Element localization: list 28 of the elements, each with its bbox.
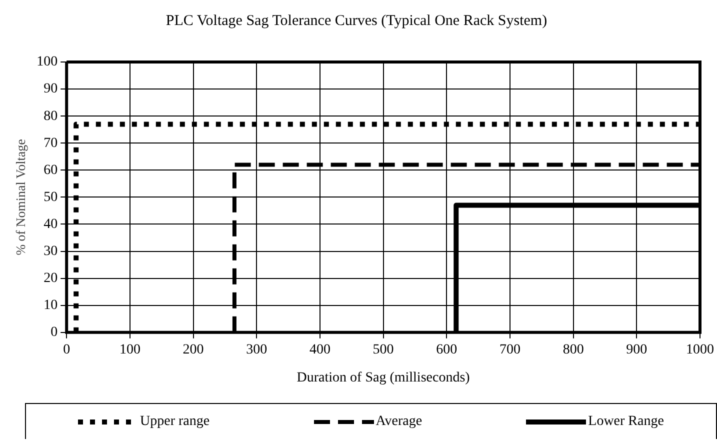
y-axis-title: % of Nominal Voltage bbox=[13, 138, 28, 256]
y-tick-label: 0 bbox=[50, 325, 58, 340]
y-tick-label: 60 bbox=[44, 162, 58, 178]
y-tick-label: 30 bbox=[44, 244, 58, 259]
y-tick-label: 100 bbox=[36, 54, 58, 70]
y-tick-label: 70 bbox=[44, 136, 58, 151]
x-tick-label: 900 bbox=[626, 342, 648, 358]
chart-title: PLC Voltage Sag Tolerance Curves (Typical One Rack System) bbox=[166, 12, 548, 29]
x-axis-title: Duration of Sag (milliseconds) bbox=[296, 370, 470, 386]
x-tick-label: 800 bbox=[562, 342, 584, 358]
y-tick-label: 10 bbox=[44, 298, 58, 314]
x-tick-label: 100 bbox=[119, 342, 140, 358]
x-tick-label: 500 bbox=[372, 342, 394, 358]
y-tick-label: 40 bbox=[44, 216, 58, 232]
x-tick-label: 700 bbox=[499, 342, 520, 358]
x-tick-label: 300 bbox=[246, 342, 268, 358]
x-tick-label: 1000 bbox=[686, 342, 714, 358]
x-tick-label: 0 bbox=[63, 342, 70, 358]
y-tick-label: 80 bbox=[44, 108, 58, 124]
y-tick-label: 20 bbox=[44, 270, 58, 286]
y-tick-label: 50 bbox=[44, 190, 58, 205]
x-tick-label: 400 bbox=[309, 342, 330, 358]
y-tick-label: 90 bbox=[44, 82, 58, 97]
legend-label: Upper range bbox=[140, 414, 210, 430]
legend-label: Average bbox=[376, 414, 422, 430]
legend-label: Lower Range bbox=[588, 414, 664, 430]
x-tick-label: 600 bbox=[436, 342, 458, 358]
x-tick-label: 200 bbox=[182, 342, 204, 358]
